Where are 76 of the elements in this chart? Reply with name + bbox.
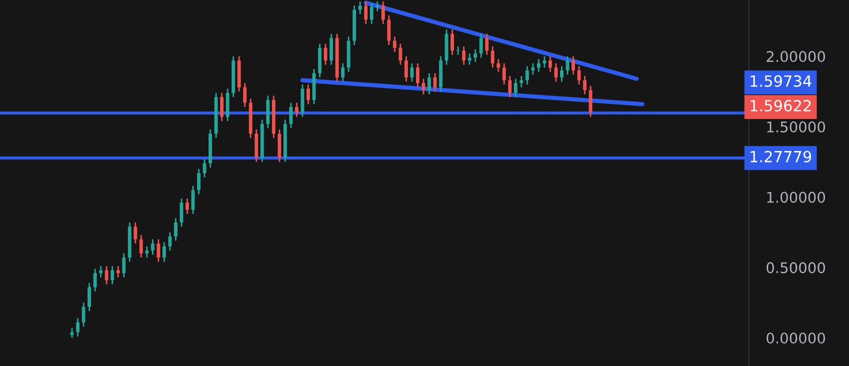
candlestick: [416, 62, 420, 88]
candlestick: [588, 85, 592, 118]
candlestick: [398, 42, 402, 66]
candlestick: [462, 46, 466, 66]
candlestick: [502, 62, 506, 86]
candlestick: [197, 168, 200, 195]
candlestick: [422, 78, 426, 96]
candlestick: [134, 222, 138, 244]
candlestick: [76, 317, 80, 338]
candlestick: [370, 2, 374, 25]
candlestick: [381, 0, 385, 25]
candlestick: [525, 65, 529, 86]
candlestick: [428, 72, 431, 96]
candlestick: [243, 82, 247, 108]
candlestick: [150, 238, 154, 256]
candlestick: [324, 42, 328, 66]
candlestick: [404, 56, 408, 82]
candlestick: [572, 56, 575, 76]
text: 1.59622: [750, 100, 811, 112]
candlestick: [294, 102, 298, 118]
candlestick: [468, 52, 472, 66]
candlestick: [104, 265, 108, 286]
candlestick: [542, 56, 546, 68]
candlestick: [496, 58, 500, 72]
candlestick: [168, 232, 172, 252]
candlestick: [110, 265, 114, 286]
candlestick: [364, 0, 368, 25]
candlestick: [548, 56, 552, 72]
candlestick: [82, 302, 86, 328]
candlestick: [202, 158, 206, 178]
candlestick: [99, 265, 103, 278]
candlestick: [490, 46, 494, 68]
candlestick: [116, 265, 120, 278]
candlestick: [186, 198, 189, 215]
candlestick: [485, 33, 489, 56]
y-tick-label: 2.00000: [766, 51, 826, 62]
candlestick: [560, 65, 564, 82]
candlestick: [583, 75, 587, 96]
candlestick: [479, 33, 483, 58]
ref-line-label: 1.27779: [750, 150, 812, 162]
y-tick-label: 0.50000: [766, 262, 826, 274]
candlestick: [278, 128, 282, 163]
candlestick: [450, 28, 454, 56]
candlestick: [139, 234, 143, 258]
candlestick: [70, 327, 74, 339]
candlestick: [358, 0, 362, 15]
candlestick: [577, 65, 581, 86]
candlestick: [88, 282, 92, 312]
candlestick: [226, 88, 230, 122]
candlestick: [93, 268, 97, 292]
candlestick: [156, 238, 160, 263]
y-tick-label: 1.50000: [767, 121, 826, 132]
candlestick: [376, 0, 380, 12]
candlestick: [266, 95, 270, 129]
candlestick: [162, 241, 166, 263]
candlestick: [254, 128, 258, 163]
candlestick: [220, 92, 224, 122]
candlestick: [289, 102, 293, 129]
candlestick: [387, 14, 391, 46]
ref-line-label: 1.59734: [750, 75, 812, 87]
candlestick: [392, 36, 396, 53]
candlestick: [341, 62, 345, 82]
y-tick-label: 1.00000: [767, 192, 826, 203]
candlestick: [508, 75, 512, 98]
y-tick-label: 0.00000: [766, 332, 826, 344]
candlestick: [145, 246, 149, 258]
candlestick: [122, 252, 126, 278]
candlestick: [514, 78, 518, 98]
candlestick: [520, 75, 524, 88]
candlestick: [174, 217, 178, 242]
candlestick: [531, 62, 535, 76]
candlestick: [410, 62, 414, 82]
candlestick: [536, 58, 540, 72]
candlestick: [306, 84, 310, 105]
candlestick: [474, 48, 478, 63]
candlestick: [330, 33, 334, 66]
